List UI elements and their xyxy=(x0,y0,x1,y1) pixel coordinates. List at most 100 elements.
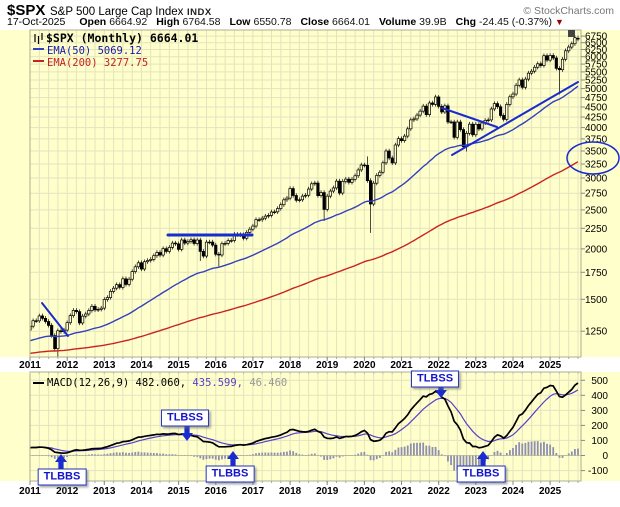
signal-label-tlbss: TLBSS xyxy=(160,409,210,427)
low-value: 6550.78 xyxy=(253,16,292,28)
signal-label-tlbss: TLBSS xyxy=(410,370,460,388)
macd-label: MACD(12,26,9) xyxy=(47,377,136,389)
year-label: 2021 xyxy=(390,486,413,497)
year-label: 2013 xyxy=(93,360,116,371)
close-value: 6664.01 xyxy=(332,16,371,28)
price-tick-label: 5000 xyxy=(585,84,608,95)
signal-label-tlbbs: TLBBS xyxy=(37,468,87,486)
year-label: 2021 xyxy=(390,360,413,371)
buy-arrow-icon xyxy=(227,451,239,466)
price-tick-label: 3500 xyxy=(585,147,608,158)
price-tick-label: 2250 xyxy=(585,224,608,235)
axis-annotation-icon xyxy=(568,30,575,37)
trendline xyxy=(41,302,69,337)
year-label: 2024 xyxy=(502,360,525,371)
price-tick-label: 3250 xyxy=(585,160,608,171)
macd-signal-value: 435.599, xyxy=(192,377,250,389)
macd-tick-label: 200 xyxy=(591,421,608,432)
trendline xyxy=(451,81,579,156)
price-tick-label: 4750 xyxy=(585,93,608,104)
price-tick-label: 4500 xyxy=(585,103,608,114)
price-tick-label: 6000 xyxy=(585,52,608,63)
high-value: 6764.58 xyxy=(182,16,221,28)
year-label: 2022 xyxy=(428,360,451,371)
price-tick-label: 4000 xyxy=(585,123,608,134)
year-label: 2012 xyxy=(56,360,79,371)
year-label: 2019 xyxy=(316,360,339,371)
quote-row: 17-Oct-2025 Open 6664.92 High 6764.58 Low 6550… xyxy=(7,16,564,28)
macd-line-value: 482.060, xyxy=(135,377,193,389)
price-tick-label: 5250 xyxy=(585,76,608,87)
close-label: Close xyxy=(300,16,330,28)
candles xyxy=(30,35,580,357)
price-tick-label: 1250 xyxy=(585,327,608,338)
year-label: 2024 xyxy=(502,486,525,497)
header-name: S&P 500 Large Cap Index xyxy=(50,6,184,18)
price-tick-label: 2500 xyxy=(585,205,608,216)
year-label: 2019 xyxy=(316,486,339,497)
price-tick-label: 5500 xyxy=(585,67,608,78)
year-label: 2012 xyxy=(56,486,79,497)
signal-label-tlbbs: TLBBS xyxy=(205,465,255,483)
price-tick-label: 2000 xyxy=(585,244,608,255)
macd-tick-label: 500 xyxy=(591,376,608,387)
circle-annotation xyxy=(566,141,620,175)
macd-line xyxy=(30,382,579,455)
buy-arrow-icon xyxy=(477,451,489,466)
open-value: 6664.92 xyxy=(109,16,148,28)
price-tick-label: 3750 xyxy=(585,134,608,145)
year-label: 2017 xyxy=(242,486,265,497)
price-tick-label: 5750 xyxy=(585,60,608,71)
year-label: 2017 xyxy=(242,360,265,371)
year-label: 2018 xyxy=(279,486,302,497)
macd-legend: MACD(12,26,9) 482.060, 435.599, 46.460 xyxy=(47,377,287,389)
volume-value: 39.9B xyxy=(419,16,447,28)
year-label: 2011 xyxy=(19,360,41,371)
header-exchange: INDX xyxy=(187,7,212,18)
price-tick-label: 6250 xyxy=(585,45,608,56)
year-label: 2016 xyxy=(205,360,228,371)
change-value: -24.45 (-0.37%) xyxy=(479,16,552,28)
series-style-icon xyxy=(34,30,575,44)
price-tick-label: 1750 xyxy=(585,268,608,279)
price-tick-label: 3000 xyxy=(585,174,608,185)
year-label: 2020 xyxy=(353,360,376,371)
quote-date: 17-Oct-2025 xyxy=(7,16,66,28)
year-label: 2015 xyxy=(167,486,190,497)
macd-tick-label: 400 xyxy=(591,391,608,402)
macd-tick-label: 300 xyxy=(591,406,608,417)
macd-histogram xyxy=(30,441,579,476)
macd-tick-label: -100 xyxy=(588,466,608,477)
sell-arrow-icon xyxy=(181,426,193,441)
price-tick-label: 4250 xyxy=(585,113,608,124)
buy-arrow-icon xyxy=(55,454,67,469)
high-label: High xyxy=(156,16,180,28)
price-tick-label: 6750 xyxy=(585,32,608,43)
header-symbol: $SPX xyxy=(7,2,46,19)
year-label: 2025 xyxy=(539,360,562,371)
year-label: 2016 xyxy=(205,486,228,497)
ema50-line xyxy=(30,85,579,342)
year-label: 2014 xyxy=(130,486,153,497)
low-label: Low xyxy=(229,16,251,28)
macd-tick-label: 100 xyxy=(591,436,608,447)
trendline xyxy=(441,107,498,128)
sell-arrow-icon xyxy=(435,383,447,398)
macd-tick-label: 0 xyxy=(602,451,608,462)
ema200-line xyxy=(30,161,579,354)
change-down-icon: ▼ xyxy=(555,17,564,27)
ema50-legend: EMA(50) 5069.12 xyxy=(47,44,142,57)
year-label: 2020 xyxy=(353,486,376,497)
signal-label-tlbbs: TLBBS xyxy=(456,465,506,483)
price-tick-label: 6500 xyxy=(585,38,608,49)
year-label: 2011 xyxy=(19,486,41,497)
year-label: 2014 xyxy=(130,360,153,371)
price-tick-label: 2750 xyxy=(585,189,608,200)
year-label: 2023 xyxy=(465,486,488,497)
price-tick-label: 1500 xyxy=(585,295,608,306)
macd-panel-bg xyxy=(0,372,620,481)
year-label: 2025 xyxy=(539,486,562,497)
change-label: Chg xyxy=(455,16,477,28)
